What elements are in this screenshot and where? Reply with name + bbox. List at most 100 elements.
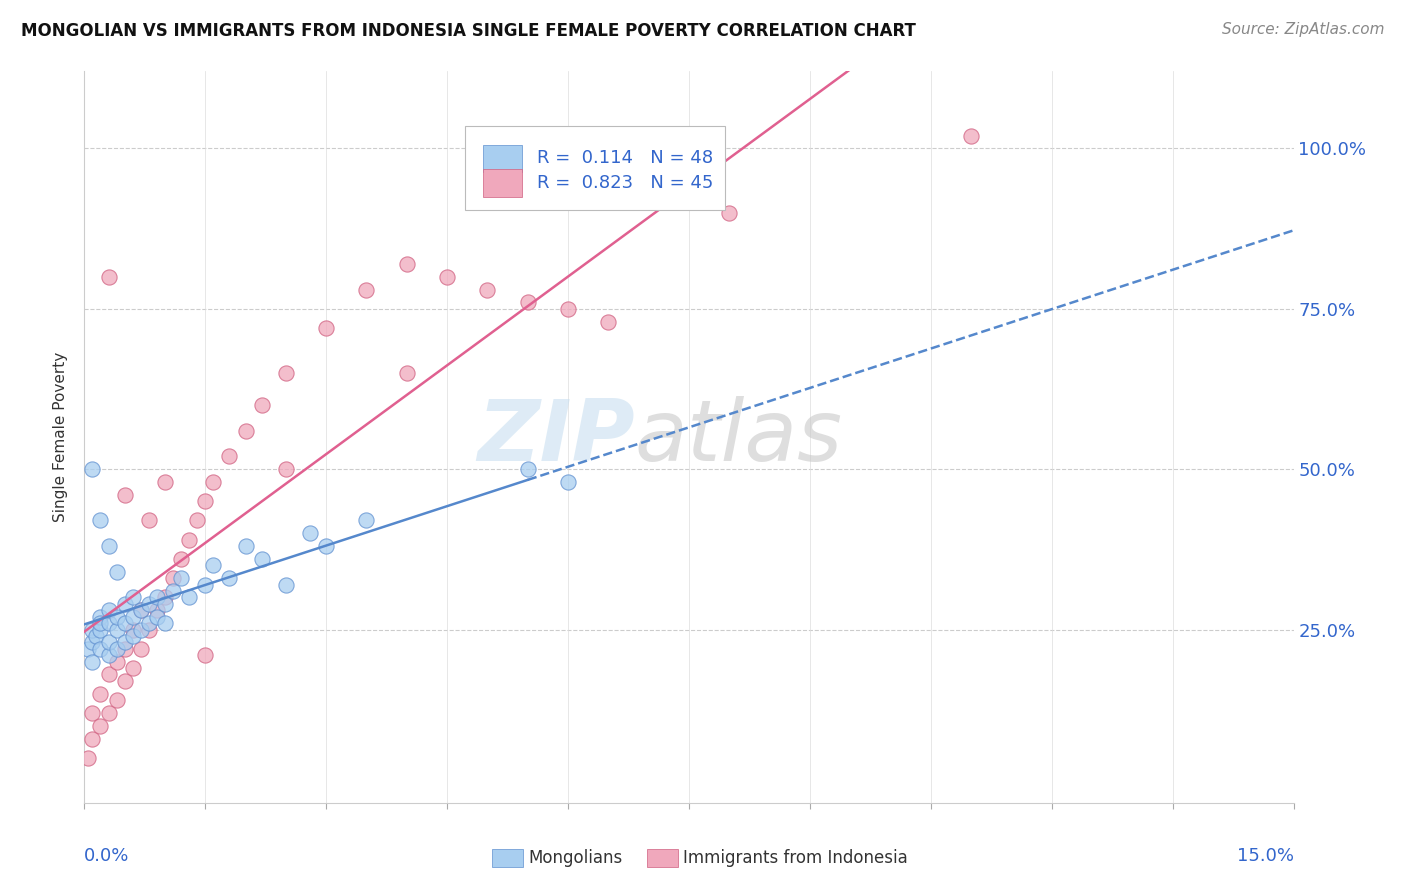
Point: [77, 751, 100, 765]
Point: [97, 706, 120, 720]
Point: [121, 629, 143, 643]
Point: [89, 719, 111, 733]
Text: 15.0%: 15.0%: [1236, 847, 1294, 864]
Point: [114, 673, 136, 688]
Point: [97, 616, 120, 631]
FancyBboxPatch shape: [465, 126, 725, 211]
Point: [179, 533, 201, 547]
Point: [89, 623, 111, 637]
Point: [202, 558, 225, 573]
Point: [516, 295, 538, 310]
Point: [121, 623, 143, 637]
Point: [129, 623, 152, 637]
Point: [218, 450, 240, 464]
Point: [274, 577, 297, 591]
Point: [315, 321, 337, 335]
Text: R =  0.823   N = 45: R = 0.823 N = 45: [537, 174, 713, 193]
Point: [153, 597, 176, 611]
Text: Mongolians: Mongolians: [529, 849, 623, 867]
Point: [960, 128, 983, 143]
Point: [138, 616, 160, 631]
Point: [97, 269, 120, 284]
Point: [250, 552, 273, 566]
Point: [235, 424, 257, 438]
Point: [86, 629, 108, 643]
Point: [274, 462, 297, 476]
Point: [557, 475, 579, 489]
Point: [97, 539, 120, 553]
Point: [105, 693, 128, 707]
Point: [138, 597, 160, 611]
Point: [146, 603, 169, 617]
Point: [153, 591, 176, 605]
Point: [97, 635, 120, 649]
Point: [299, 526, 322, 541]
Point: [82, 623, 104, 637]
Point: [114, 488, 136, 502]
Point: [202, 475, 225, 489]
Point: [138, 514, 160, 528]
Point: [194, 494, 217, 508]
Point: [129, 641, 152, 656]
Point: [121, 661, 143, 675]
Point: [718, 205, 741, 219]
Point: [129, 603, 152, 617]
Point: [274, 366, 297, 380]
Point: [162, 571, 184, 585]
Point: [598, 315, 620, 329]
Point: [162, 584, 184, 599]
Point: [235, 539, 257, 553]
Point: [121, 591, 143, 605]
Point: [89, 609, 111, 624]
Point: [89, 687, 111, 701]
Point: [89, 641, 111, 656]
Point: [114, 597, 136, 611]
Point: [179, 591, 201, 605]
Text: Source: ZipAtlas.com: Source: ZipAtlas.com: [1222, 22, 1385, 37]
Point: [89, 616, 111, 631]
Point: [97, 603, 120, 617]
Text: Immigrants from Indonesia: Immigrants from Indonesia: [683, 849, 908, 867]
Point: [146, 591, 169, 605]
Point: [114, 635, 136, 649]
Point: [129, 603, 152, 617]
Point: [194, 577, 217, 591]
Point: [82, 655, 104, 669]
Point: [105, 655, 128, 669]
Point: [186, 514, 208, 528]
Point: [114, 641, 136, 656]
Point: [105, 623, 128, 637]
Point: [82, 706, 104, 720]
Point: [89, 514, 111, 528]
Point: [170, 552, 193, 566]
Text: 0.0%: 0.0%: [84, 847, 129, 864]
Point: [516, 462, 538, 476]
Point: [436, 269, 458, 284]
Point: [218, 571, 240, 585]
Text: atlas: atlas: [634, 395, 842, 479]
Point: [153, 475, 176, 489]
Point: [250, 398, 273, 412]
Y-axis label: Single Female Poverty: Single Female Poverty: [53, 352, 69, 522]
Point: [356, 283, 378, 297]
Point: [557, 301, 579, 316]
Point: [82, 462, 104, 476]
Point: [105, 609, 128, 624]
Point: [121, 609, 143, 624]
FancyBboxPatch shape: [484, 169, 522, 197]
Point: [114, 616, 136, 631]
Point: [153, 616, 176, 631]
Point: [77, 641, 100, 656]
Point: [105, 641, 128, 656]
Point: [194, 648, 217, 663]
Text: MONGOLIAN VS IMMIGRANTS FROM INDONESIA SINGLE FEMALE POVERTY CORRELATION CHART: MONGOLIAN VS IMMIGRANTS FROM INDONESIA S…: [21, 22, 915, 40]
Point: [105, 565, 128, 579]
Text: R =  0.114   N = 48: R = 0.114 N = 48: [537, 149, 713, 168]
Point: [315, 539, 337, 553]
Point: [395, 257, 418, 271]
Point: [395, 366, 418, 380]
Point: [138, 623, 160, 637]
Point: [97, 667, 120, 681]
Point: [356, 514, 378, 528]
Point: [82, 635, 104, 649]
